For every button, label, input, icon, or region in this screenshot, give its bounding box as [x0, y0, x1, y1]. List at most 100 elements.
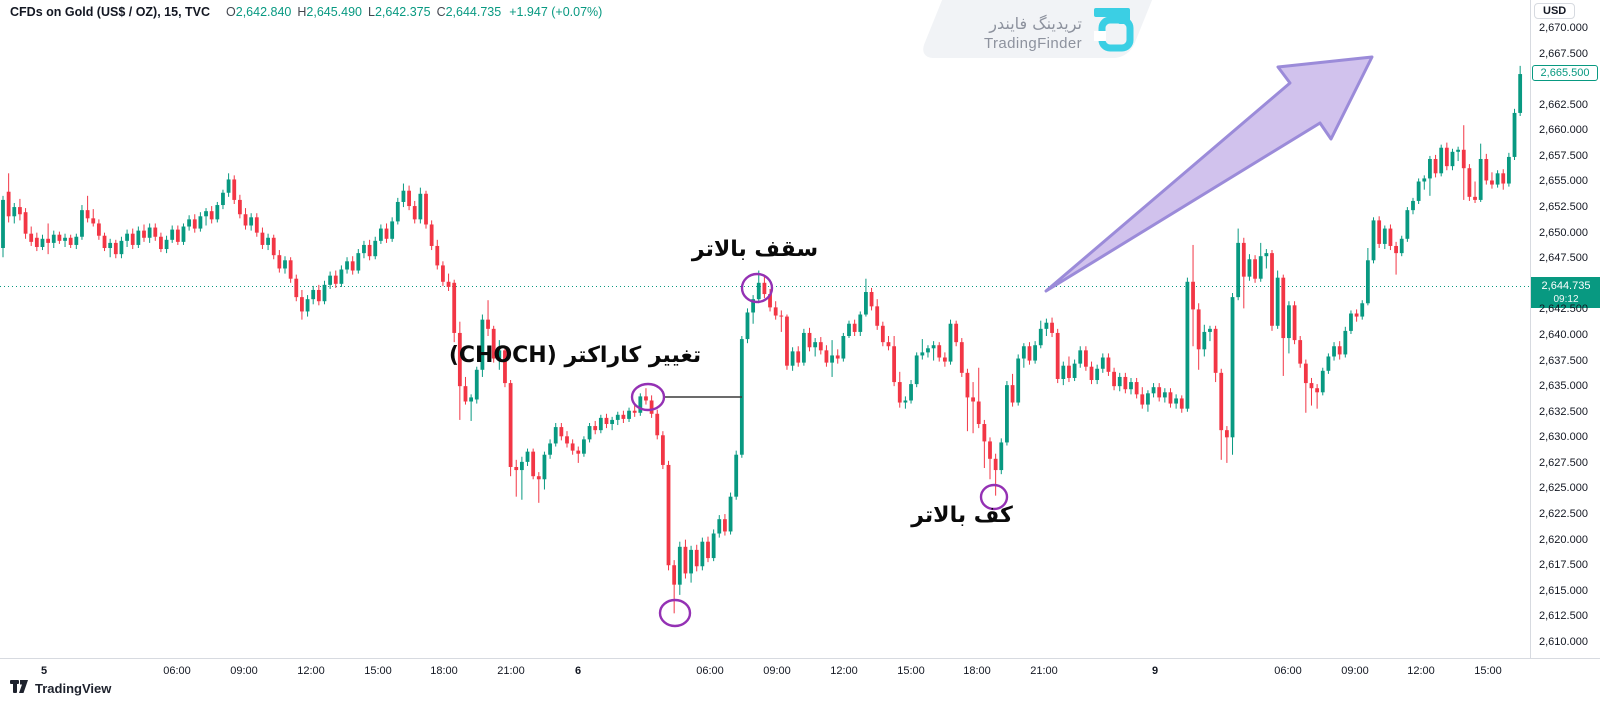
- price-tick-label: 2,622.500: [1539, 508, 1588, 521]
- candle-up: [553, 427, 558, 444]
- candle-down: [604, 417, 609, 425]
- candle-up: [1236, 242, 1241, 298]
- candle-down: [153, 227, 158, 237]
- candle-down: [1241, 242, 1246, 277]
- candle-down: [892, 346, 897, 383]
- candle-up: [480, 319, 485, 370]
- price-tick-label: 2,662.500: [1539, 98, 1588, 111]
- candle-up: [830, 355, 834, 363]
- candle-down: [277, 255, 282, 269]
- candle-up: [1146, 393, 1150, 405]
- candle-up: [1439, 147, 1444, 174]
- candle-down: [644, 396, 648, 401]
- candle-up: [226, 179, 231, 193]
- candle-down: [491, 328, 496, 359]
- candle-down: [694, 549, 699, 567]
- candle-up: [1343, 330, 1348, 355]
- candle-down: [988, 441, 992, 459]
- candle-up: [108, 242, 113, 249]
- candle-up: [418, 193, 423, 220]
- candle-down: [429, 224, 434, 246]
- candle-up: [51, 234, 56, 243]
- candle-down: [435, 245, 440, 266]
- candle-down: [773, 307, 778, 316]
- time-tick: 15:00: [897, 665, 925, 677]
- candle-up: [728, 496, 733, 532]
- candle-down: [1484, 158, 1489, 181]
- candle-down: [1315, 388, 1320, 393]
- candle-down: [142, 230, 146, 238]
- open-value: 2,642.840: [235, 5, 292, 19]
- candle-down: [852, 323, 857, 332]
- candle-down: [785, 316, 789, 366]
- candle-down: [412, 206, 417, 220]
- candle-up: [627, 410, 631, 419]
- candle-up: [1072, 363, 1077, 378]
- time-tick: 18:00: [430, 665, 458, 677]
- candle-up: [790, 351, 795, 366]
- candle-down: [796, 351, 801, 363]
- candle-up: [1185, 281, 1190, 409]
- candle-down: [1168, 392, 1173, 404]
- currency-button[interactable]: USD: [1534, 3, 1576, 19]
- candle-down: [954, 323, 959, 343]
- time-tick: 18:00: [963, 665, 991, 677]
- candle-up: [373, 240, 378, 257]
- candle-down: [875, 306, 880, 326]
- candle-down: [1501, 173, 1506, 184]
- candle-up: [249, 217, 254, 226]
- candle-up: [677, 546, 682, 585]
- swing-low-circle: [658, 598, 692, 628]
- candle-down: [1055, 332, 1060, 379]
- candle-up: [548, 443, 552, 455]
- current-price-label: 2,644.735 09:12: [1531, 276, 1600, 308]
- candle-up: [700, 541, 705, 567]
- candle-down: [503, 350, 507, 384]
- candle-down: [18, 207, 22, 215]
- candle-down: [1490, 180, 1494, 185]
- time-tick: 12:00: [1407, 665, 1435, 677]
- price-tick-label: 2,642.500: [1539, 303, 1588, 316]
- candle-up: [1320, 370, 1325, 393]
- candle-down: [1106, 357, 1111, 372]
- candle-down: [1388, 228, 1393, 246]
- symbol-legend[interactable]: CFDs on Gold (US$ / OZ), 15, TVC O2,642.8…: [10, 5, 602, 19]
- watermark-title-fa: تریدینگ فایندر: [989, 13, 1082, 33]
- time-axis[interactable]: 5 06:00 09:00 12:00 15:00 18:00 21:00 6 06:00 09:…: [0, 658, 1600, 685]
- price-chart-pane[interactable]: [0, 0, 1530, 658]
- candle-up: [638, 396, 643, 413]
- last-price-label: 2,665.500: [1532, 65, 1598, 82]
- candle-up: [12, 207, 17, 217]
- choch-label: تغییر کاراکتر (CHOCH): [448, 343, 702, 368]
- candle-up: [909, 384, 913, 401]
- candle-down: [159, 236, 163, 250]
- current-price-value: 2,644.735: [1541, 279, 1591, 292]
- candle-down: [463, 386, 468, 402]
- price-axis[interactable]: USD 2,665.500 2,644.735 09:12 2,670.000 2…: [1530, 0, 1600, 658]
- candle-up: [1411, 200, 1415, 211]
- candle-up: [1258, 256, 1263, 279]
- candle-down: [441, 265, 445, 282]
- candle-down: [1292, 305, 1297, 341]
- candle-up: [1478, 158, 1483, 200]
- candle-down: [1298, 340, 1303, 364]
- candle-up: [322, 284, 327, 302]
- candle-down: [818, 342, 823, 351]
- candle-up: [1174, 398, 1179, 404]
- candle-up: [215, 205, 220, 220]
- time-tick: 12:00: [830, 665, 858, 677]
- candle-down: [452, 282, 457, 333]
- time-tick: 06:00: [163, 665, 191, 677]
- candle-up: [1349, 313, 1353, 331]
- candle-up: [63, 237, 67, 241]
- candle-down: [57, 234, 62, 241]
- close-value: 2,644.735: [445, 5, 502, 19]
- candle-up: [390, 221, 395, 239]
- tradingview-attribution[interactable]: TradingView: [10, 679, 111, 697]
- candle-down: [1219, 372, 1224, 431]
- candle-down: [965, 372, 970, 398]
- price-tick-label: 2,612.500: [1539, 610, 1588, 623]
- candle-down: [672, 565, 677, 585]
- candle-down: [192, 219, 197, 229]
- candle-up: [914, 355, 919, 385]
